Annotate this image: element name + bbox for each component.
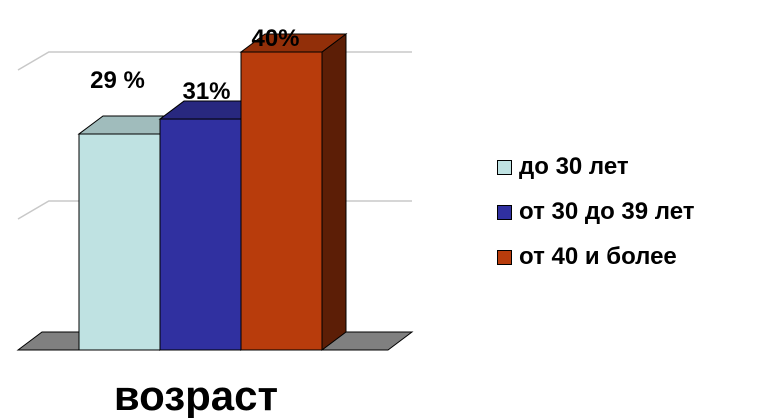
legend-item: от 40 и более bbox=[497, 238, 695, 276]
legend-label: от 30 до 39 лет bbox=[519, 198, 695, 225]
bar-side bbox=[321, 33, 347, 351]
legend-item: от 30 до 39 лет bbox=[497, 193, 695, 231]
legend-label: от 40 и более bbox=[519, 243, 677, 270]
bar bbox=[239, 33, 348, 351]
legend-swatch bbox=[497, 159, 512, 175]
data-label: 40% bbox=[251, 25, 299, 52]
bar-front bbox=[240, 51, 323, 351]
bars bbox=[77, 33, 348, 351]
legend-item: до 30 лет bbox=[497, 148, 695, 186]
x-axis-label: возраст bbox=[114, 372, 278, 418]
bar-front bbox=[159, 118, 242, 351]
legend-swatch bbox=[497, 204, 512, 220]
legend-swatch bbox=[497, 249, 512, 265]
data-labels: 29 % 31% 40% bbox=[90, 25, 299, 105]
bar-front bbox=[78, 133, 161, 351]
data-label: 29 % bbox=[90, 67, 145, 94]
data-label: 31% bbox=[182, 78, 230, 105]
bar-top bbox=[239, 33, 348, 53]
legend: до 30 лет от 30 до 39 лет от 40 и более bbox=[497, 148, 695, 283]
gridline bbox=[17, 51, 412, 71]
legend-label: до 30 лет bbox=[519, 153, 629, 180]
